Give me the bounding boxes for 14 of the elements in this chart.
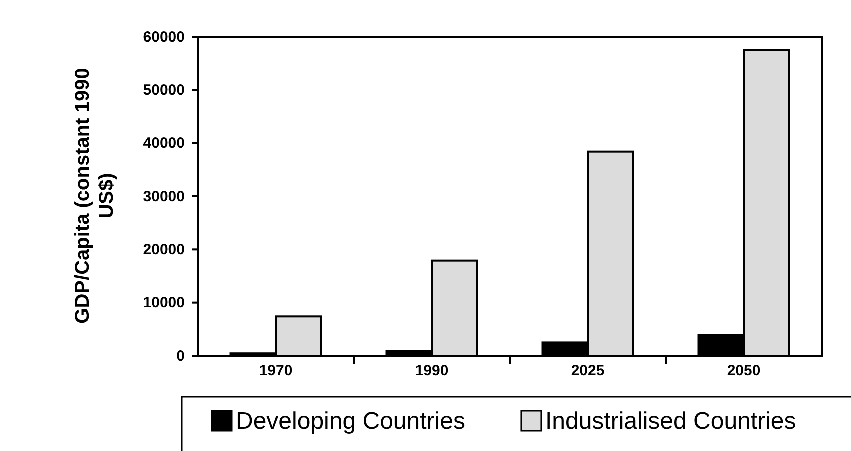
y-tick-label: 60000 xyxy=(143,28,185,46)
y-tick-label: 30000 xyxy=(143,188,185,206)
y-axis-title: GDP/Capita (constant 1990 US$) xyxy=(72,68,118,324)
y-tick-label: 0 xyxy=(176,348,185,365)
y-tick-label: 20000 xyxy=(143,241,185,258)
legend-label: Industrialised Countries xyxy=(545,408,796,435)
y-tick-label: 50000 xyxy=(143,82,185,99)
y-tick-label: 40000 xyxy=(143,135,185,152)
x-tick-label: 2050 xyxy=(727,362,761,380)
legend-label: Developing Countries xyxy=(236,408,466,435)
x-tick-label: 1970 xyxy=(259,362,293,380)
x-tick-label: 1990 xyxy=(415,362,449,380)
x-tick-label: 2025 xyxy=(571,362,605,380)
y-tick-label: 10000 xyxy=(143,294,185,312)
